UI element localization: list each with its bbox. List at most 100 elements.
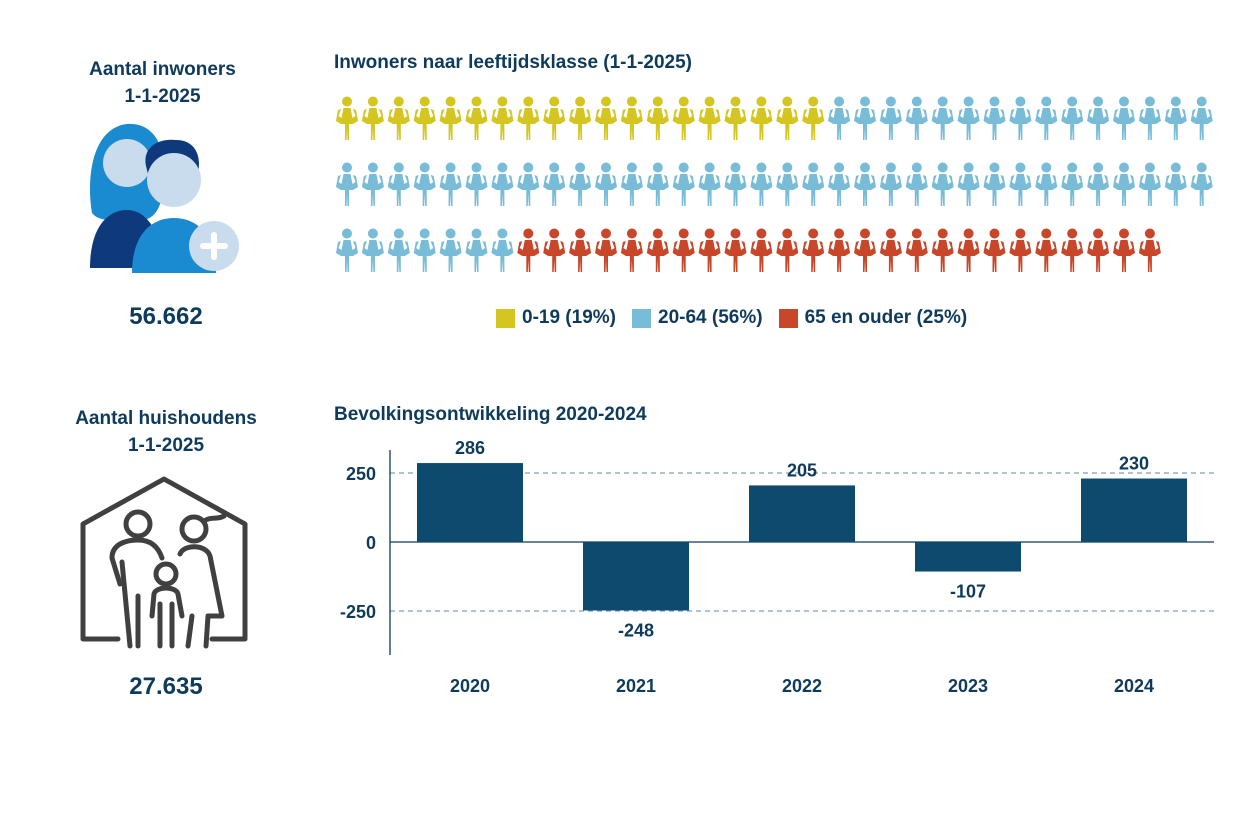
person-adult — [491, 162, 514, 206]
person-senior — [828, 228, 851, 272]
inhabitants-title-line2: 1-1-2025 — [124, 86, 201, 107]
bar-2020 — [417, 463, 523, 542]
person-senior — [569, 228, 592, 272]
person-young — [750, 96, 773, 140]
legend-item-adult: 20-64 (56%) — [632, 307, 763, 329]
legend-swatch-adult — [632, 308, 651, 328]
person-adult — [879, 96, 902, 140]
person-senior — [854, 228, 876, 272]
person-young — [802, 96, 825, 140]
person-adult — [387, 162, 410, 206]
person-senior — [879, 228, 902, 272]
person-adult — [1138, 96, 1161, 140]
person-young — [595, 96, 617, 140]
person-adult — [361, 228, 384, 272]
person-young — [672, 96, 695, 140]
person-adult — [854, 96, 876, 140]
households-title: Aantal huishoudens 1-1-2025 — [50, 405, 282, 459]
x-tick-label: 2023 — [948, 676, 988, 696]
bar-2023 — [915, 542, 1021, 572]
person-adult — [905, 96, 928, 140]
legend-swatch-senior — [778, 308, 798, 328]
person-adult — [776, 162, 799, 206]
age-legend: 0-19 (19%) 20-64 (56%) 65 en ouder (25%) — [496, 307, 983, 329]
person-senior — [724, 228, 747, 272]
bar-2022 — [749, 485, 855, 542]
person-senior — [672, 228, 695, 272]
person-young — [491, 96, 514, 140]
person-adult — [439, 162, 462, 206]
x-tick-label: 2022 — [782, 676, 822, 696]
person-senior — [698, 228, 721, 272]
person-adult — [361, 162, 384, 206]
person-adult — [750, 162, 773, 206]
person-adult — [1009, 96, 1032, 140]
person-young — [361, 96, 384, 140]
person-senior — [517, 228, 540, 272]
population-bar-chart: 250 0 -250 286 2020 -248 2021 205 2022 -107 2023 23… — [340, 438, 1214, 696]
person-young — [336, 96, 358, 140]
person-adult — [854, 162, 876, 206]
legend-label-young: 0-19 (19%) — [522, 307, 616, 328]
person-adult — [1061, 162, 1084, 206]
person-adult — [802, 162, 825, 206]
person-senior — [1087, 228, 1110, 272]
inhabitants-value: 56.662 — [129, 303, 203, 330]
person-young — [413, 96, 436, 140]
person-adult — [1138, 162, 1161, 206]
person-adult — [569, 162, 592, 206]
person-young — [698, 96, 721, 140]
person-young — [569, 96, 592, 140]
person-adult — [672, 162, 695, 206]
households-title-line1: Aantal huishoudens — [75, 408, 257, 429]
person-adult — [413, 162, 436, 206]
person-adult — [983, 96, 1006, 140]
bar-2024 — [1081, 478, 1187, 542]
legend-label-senior: 65 en ouder (25%) — [804, 307, 968, 328]
person-adult — [828, 162, 851, 206]
person-young — [776, 96, 799, 140]
person-senior — [1035, 228, 1058, 272]
person-young — [724, 96, 747, 140]
households-value: 27.635 — [129, 673, 203, 700]
y-tick-label: 250 — [346, 464, 376, 484]
legend-swatch-young — [496, 308, 515, 328]
person-adult — [1190, 162, 1213, 206]
person-adult — [336, 228, 358, 272]
person-adult — [543, 162, 566, 206]
person-adult — [465, 228, 488, 272]
person-adult — [413, 228, 436, 272]
person-senior — [905, 228, 928, 272]
bar-value-label: 205 — [787, 460, 817, 480]
x-tick-label: 2021 — [616, 676, 656, 696]
person-adult — [465, 162, 488, 206]
person-senior — [957, 228, 980, 272]
bar-value-label: 230 — [1119, 454, 1149, 474]
person-adult — [1061, 96, 1084, 140]
bar-2021 — [583, 542, 689, 611]
person-adult — [336, 162, 358, 206]
person-adult — [1190, 96, 1213, 140]
person-young — [517, 96, 540, 140]
person-senior — [983, 228, 1006, 272]
person-adult — [1113, 162, 1135, 206]
person-adult — [1164, 162, 1187, 206]
legend-label-adult: 20-64 (56%) — [658, 307, 763, 328]
households-title-line2: 1-1-2025 — [127, 435, 205, 456]
inhabitants-title-line1: Aantal inwoners — [89, 59, 236, 80]
inhabitants-title: Aantal inwoners 1-1-2025 — [60, 56, 265, 110]
people-add-icon — [89, 123, 239, 273]
person-adult — [983, 162, 1006, 206]
person-adult — [1087, 162, 1110, 206]
person-senior — [931, 228, 954, 272]
person-senior — [620, 228, 643, 272]
person-adult — [1164, 96, 1187, 140]
legend-item-senior: 65 en ouder (25%) — [778, 307, 968, 329]
person-adult — [1113, 96, 1135, 140]
bar-value-label: -107 — [950, 582, 986, 602]
person-senior — [1138, 228, 1161, 272]
person-young — [465, 96, 488, 140]
person-adult — [879, 162, 902, 206]
person-adult — [931, 162, 954, 206]
person-adult — [698, 162, 721, 206]
